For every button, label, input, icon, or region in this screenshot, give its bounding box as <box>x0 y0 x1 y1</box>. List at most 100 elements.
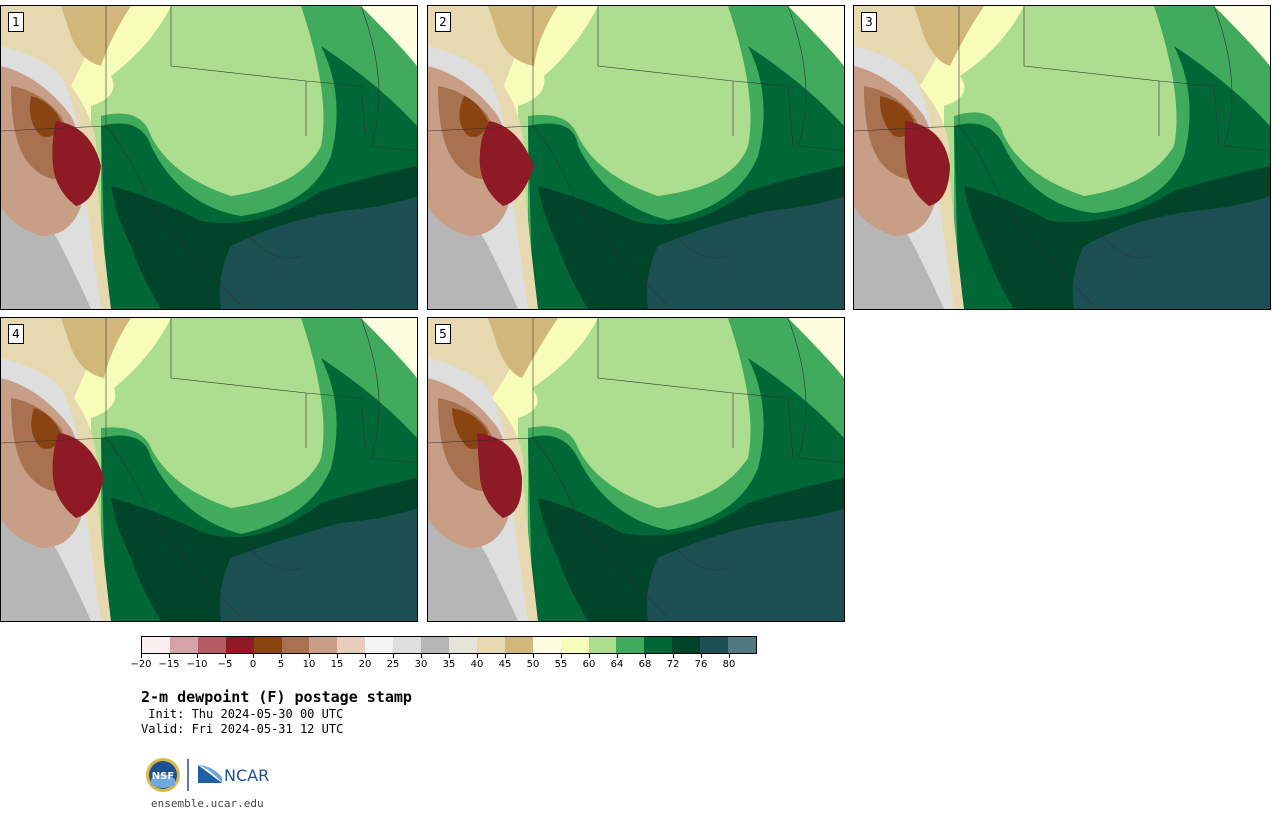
colorbar-tick-label: 20 <box>358 659 372 670</box>
colorbar-tick-label: −5 <box>217 659 233 670</box>
colorbar-tick-label: 15 <box>330 659 344 670</box>
colorbar-swatch <box>560 637 589 653</box>
colorbar-tick <box>169 654 170 658</box>
colorbar-swatch <box>337 637 366 653</box>
stamp-panel-4: 4 <box>0 317 418 622</box>
state-boundary <box>667 537 729 571</box>
colorbar-tick <box>337 654 338 658</box>
colorbar-tick <box>589 654 590 658</box>
panel-label: 4 <box>8 324 24 344</box>
colorbar-tick <box>673 654 674 658</box>
dewpoint-region <box>219 196 417 309</box>
dewpoint-map-5 <box>428 318 844 621</box>
state-boundary <box>428 125 534 132</box>
colorbar-tick-label: 25 <box>386 659 400 670</box>
colorbar-tick <box>617 654 618 658</box>
colorbar-tick <box>645 654 646 658</box>
colorbar-swatch <box>532 637 561 653</box>
dewpoint-region <box>459 96 488 137</box>
dewpoint-region <box>1072 196 1270 309</box>
colorbar-tick <box>225 654 226 658</box>
nsf-text: NSF <box>152 771 174 782</box>
dewpoint-region <box>646 196 844 309</box>
colorbar-tick <box>449 654 450 658</box>
panel-label: 2 <box>435 12 451 32</box>
stamp-panel-1: 1 <box>0 5 418 310</box>
colorbar-tick-label: −15 <box>158 659 180 670</box>
panel-label: 3 <box>861 12 877 32</box>
dewpoint-region <box>914 6 984 66</box>
state-boundary <box>597 6 734 136</box>
colorbar-swatch <box>588 637 617 653</box>
colorbar-tick-label: 72 <box>666 659 680 670</box>
colorbar-tick-label: 76 <box>694 659 708 670</box>
colorbar-tick <box>393 654 394 658</box>
ncar-logo: NCAR <box>198 765 269 785</box>
colorbar-tick-label: 30 <box>414 659 428 670</box>
state-boundary <box>854 125 960 132</box>
colorbar-swatch <box>393 637 422 653</box>
colorbar-tick <box>533 654 534 658</box>
colorbar-swatch <box>448 637 477 653</box>
state-boundary <box>240 225 302 259</box>
colorbar-swatch <box>309 637 338 653</box>
colorbar-tick <box>309 654 310 658</box>
colorbar-tick-label: 55 <box>554 659 568 670</box>
state-boundary <box>958 125 1095 307</box>
colorbar-tick-label: 0 <box>249 659 257 670</box>
dewpoint-region <box>52 121 101 206</box>
colorbar-swatch <box>504 637 533 653</box>
dewpoint-region <box>219 508 417 621</box>
dewpoint-map-4 <box>1 318 417 621</box>
state-boundary <box>1213 6 1270 152</box>
colorbar-tick-label: 80 <box>722 659 736 670</box>
state-boundary <box>1023 6 1160 136</box>
colorbar-tick <box>477 654 478 658</box>
dewpoint-region <box>52 433 104 518</box>
dewpoint-region <box>488 318 558 378</box>
colorbar-tick-label: −20 <box>130 659 152 670</box>
colorbar-tick <box>421 654 422 658</box>
state-boundary <box>1093 225 1155 259</box>
state-boundary <box>787 318 844 464</box>
panel-label: 5 <box>435 324 451 344</box>
colorbar-tick <box>729 654 730 658</box>
colorbar-ticks: −20 −15 −10 −5 0 5 10 15 20 25 30 35 40 45 50 55 60 64 68 7… <box>0 654 900 678</box>
state-boundary <box>170 6 307 136</box>
state-boundary <box>360 6 417 152</box>
colorbar-tick <box>253 654 254 658</box>
stamp-panel-3: 3 <box>853 5 1271 310</box>
state-boundary <box>787 6 844 152</box>
valid-time: Valid: Fri 2024-05-31 12 UTC <box>141 722 344 736</box>
state-boundary <box>1 437 107 444</box>
colorbar-tick <box>505 654 506 658</box>
site-url: ensemble.ucar.edu <box>151 797 264 810</box>
colorbar-tick-label: 60 <box>582 659 596 670</box>
state-boundary <box>732 80 794 147</box>
stamp-panel-5: 5 <box>427 317 845 622</box>
colorbar-swatch <box>644 637 673 653</box>
state-boundary <box>240 537 302 571</box>
colorbar-swatch <box>365 637 394 653</box>
state-boundary <box>532 437 669 619</box>
init-time: Init: Thu 2024-05-30 00 UTC <box>141 707 344 721</box>
colorbar-swatch <box>169 637 198 653</box>
colorbar-tick-label: 10 <box>302 659 316 670</box>
dewpoint-region <box>646 508 844 621</box>
colorbar-tick <box>281 654 282 658</box>
colorbar-swatch <box>197 637 226 653</box>
state-boundary <box>170 318 307 448</box>
logos: NSF NCAR <box>146 758 269 792</box>
colorbar-tick-label: −10 <box>186 659 208 670</box>
colorbar-swatch <box>253 637 282 653</box>
state-boundary <box>305 80 367 147</box>
colorbar-tick <box>561 654 562 658</box>
colorbar-tick <box>701 654 702 658</box>
colorbar-tick <box>141 654 142 658</box>
dewpoint-map-3 <box>854 6 1270 309</box>
figure-title: 2-m dewpoint (F) postage stamp <box>141 688 412 706</box>
colorbar-tick-label: 50 <box>526 659 540 670</box>
state-boundary <box>105 125 242 307</box>
colorbar-tick-label: 64 <box>610 659 624 670</box>
colorbar-swatch <box>142 637 170 653</box>
